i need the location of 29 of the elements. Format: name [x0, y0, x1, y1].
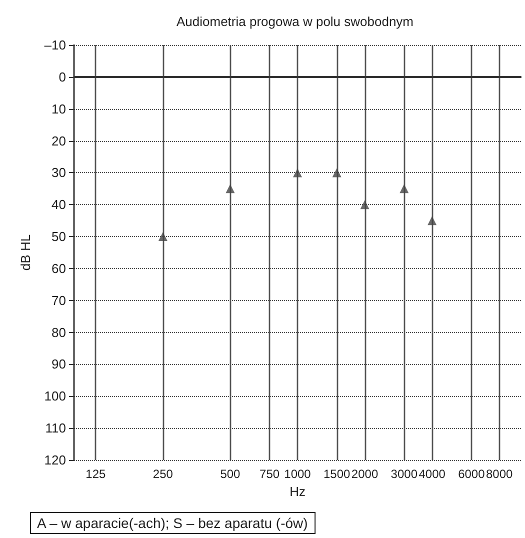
x-tick-label: 125: [86, 467, 106, 481]
y-tick-label: 40: [52, 197, 66, 212]
y-tick-label: 10: [52, 101, 66, 116]
x-tick-label: 3000: [390, 467, 418, 481]
x-tick-label: 250: [152, 467, 174, 481]
x-axis-title: Hz: [290, 484, 306, 499]
text: A – w aparacie(-ach); S – bez aparatu (-ów): [37, 515, 308, 531]
y-axis-title: dB HL: [18, 234, 33, 271]
x-tick-label: 1000: [284, 467, 312, 481]
x-tick-label: 8000: [486, 467, 514, 481]
chart-title: Audiometria progowa w polu swobodnym: [176, 14, 414, 29]
y-tick-label: –10: [44, 38, 66, 52]
y-tick-label: 70: [52, 292, 66, 308]
x-tick-label: 1500: [324, 467, 351, 481]
y-tick-label: 0: [58, 69, 66, 84]
y-tick-label: 110: [45, 420, 66, 436]
x-tick-label: 2000: [351, 467, 378, 481]
x-tick-label: 750: [260, 467, 280, 481]
y-tick-label: 100: [44, 388, 66, 404]
y-tick-label: 60: [52, 260, 66, 276]
y-tick-label: 90: [52, 356, 66, 372]
y-tick-label: 50: [52, 229, 66, 244]
x-tick-label: 4000: [418, 467, 446, 481]
y-tick-label: 20: [52, 133, 66, 148]
x-tick-label: 500: [220, 467, 241, 481]
y-tick-label: 30: [52, 165, 66, 180]
x-tick-label: 6000: [458, 467, 486, 481]
y-tick-label: 120: [44, 452, 66, 468]
y-tick-label: 80: [52, 324, 66, 340]
